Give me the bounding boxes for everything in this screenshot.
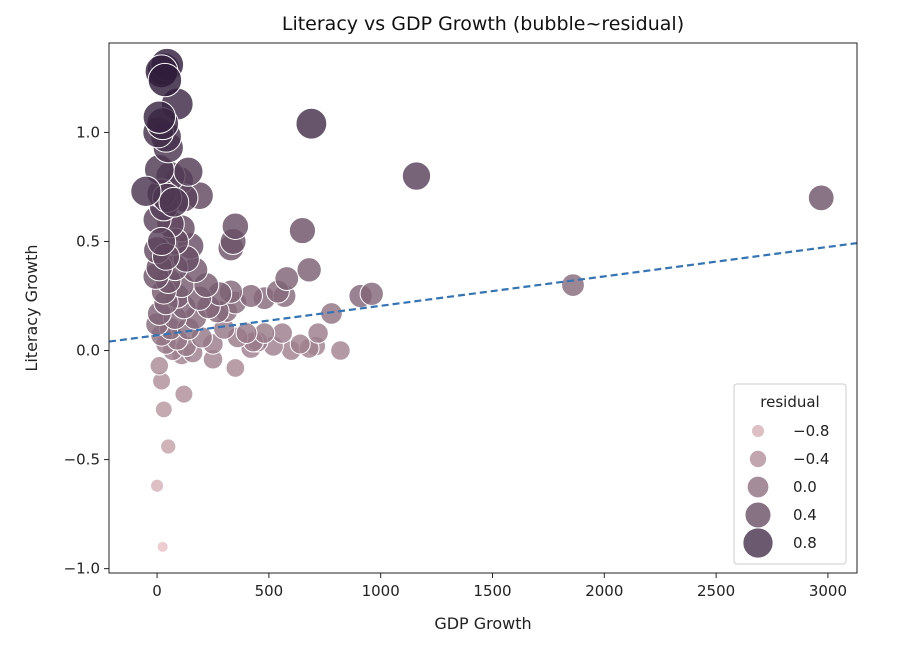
y-tick-label: 0.0	[76, 342, 100, 360]
data-point	[307, 322, 329, 344]
data-point	[149, 356, 170, 376]
x-axis: 0 500 1000 1500 2000 2500 3000	[152, 573, 847, 600]
y-tick-label: 0.5	[76, 232, 100, 250]
data-point	[142, 100, 177, 134]
data-point	[156, 540, 169, 553]
legend-marker	[742, 527, 774, 559]
legend-label: −0.8	[793, 422, 829, 440]
legend-label: 0.8	[793, 534, 817, 552]
y-tick-label: −1.0	[64, 560, 100, 578]
data-point	[173, 156, 204, 187]
y-axis: −1.0 −0.5 0.0 0.5 1.0	[64, 123, 109, 578]
x-tick-label: 2500	[697, 582, 735, 600]
data-point	[330, 340, 351, 361]
data-point	[154, 400, 173, 419]
x-tick-label: 0	[152, 582, 162, 600]
x-tick-label: 1000	[362, 582, 400, 600]
data-point	[274, 266, 300, 291]
legend-marker	[746, 475, 770, 499]
data-point	[295, 107, 328, 140]
legend-marker	[748, 449, 768, 469]
legend-label: −0.4	[793, 450, 829, 468]
y-tick-label: −0.5	[64, 451, 100, 469]
data-point	[289, 333, 311, 355]
legend-marker	[750, 423, 766, 439]
x-tick-label: 500	[255, 582, 284, 600]
data-point	[807, 184, 835, 212]
data-point	[174, 384, 194, 404]
data-point	[146, 226, 177, 257]
data-point	[147, 62, 183, 98]
data-point	[320, 302, 343, 325]
data-point	[150, 478, 165, 493]
legend-title: residual	[760, 393, 819, 411]
data-point	[130, 175, 162, 207]
legend-label: 0.4	[793, 506, 817, 524]
data-point	[239, 284, 263, 308]
data-point	[401, 161, 432, 191]
data-point	[359, 281, 384, 306]
x-tick-label: 2000	[585, 582, 623, 600]
data-point	[235, 322, 258, 345]
regression-layer	[108, 242, 858, 343]
data-point	[160, 438, 177, 455]
plot-frame	[108, 42, 858, 574]
legend: residual −0.8 −0.4 0.0 0.4 0.8	[733, 383, 847, 565]
legend-marker	[744, 501, 772, 529]
y-tick-label: 1.0	[76, 123, 100, 141]
x-tick-label: 3000	[809, 582, 847, 600]
data-point	[221, 212, 250, 240]
legend-label: 0.0	[793, 478, 817, 496]
points-layer	[130, 47, 835, 553]
data-point	[561, 273, 585, 297]
data-point	[225, 358, 246, 378]
x-tick-label: 1500	[473, 582, 511, 600]
regression-line	[108, 242, 858, 343]
data-point	[158, 186, 190, 218]
data-point	[296, 257, 322, 283]
y-axis-label: Literacy Growth	[22, 244, 41, 371]
data-point	[288, 216, 317, 245]
x-axis-label: GDP Growth	[434, 614, 531, 633]
chart-title: Literacy vs GDP Growth (bubble~residual)	[282, 13, 684, 35]
